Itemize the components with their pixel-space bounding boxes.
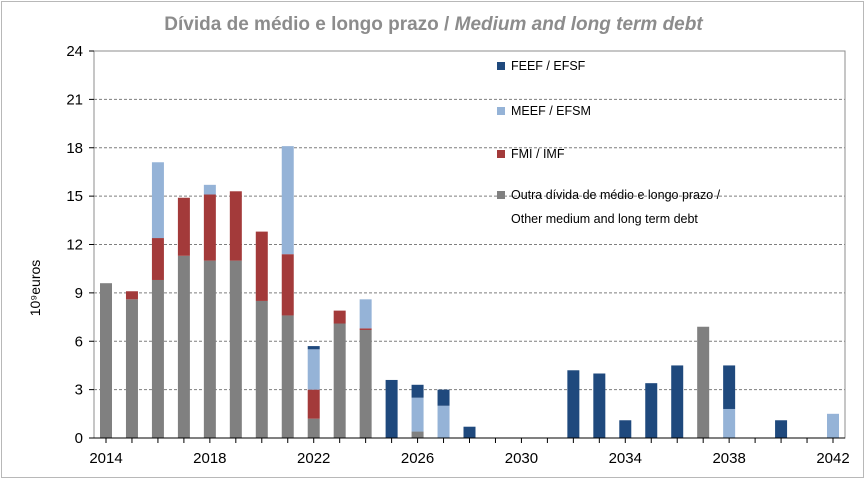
bar-segment xyxy=(151,162,164,239)
bar-segment xyxy=(567,370,580,438)
bar-segment xyxy=(333,323,346,438)
y-tick-label: 3 xyxy=(75,382,83,399)
x-tick-label: 2018 xyxy=(193,450,226,467)
bar-segment xyxy=(125,299,138,438)
legend-swatch xyxy=(497,191,505,199)
bar-segment xyxy=(359,329,372,438)
y-tick-label: 24 xyxy=(66,43,83,60)
bar-segment xyxy=(151,279,164,438)
chart-title-en: Medium and long term debt xyxy=(454,14,703,35)
x-tick-label: 2014 xyxy=(89,450,122,467)
bar-segment xyxy=(645,383,658,438)
x-tick-label: 2038 xyxy=(712,450,745,467)
bar-segment xyxy=(307,346,320,350)
bar-segment xyxy=(307,418,320,438)
chart-title: Dívida de médio e longo prazo / Medium a… xyxy=(0,14,867,36)
bar-segment xyxy=(229,260,242,438)
bar-segment xyxy=(437,389,450,406)
bar-segment xyxy=(307,389,320,419)
bar-segment xyxy=(203,194,216,261)
bar-segment xyxy=(151,238,164,280)
x-tick-label: 2022 xyxy=(297,450,330,467)
chart-title-pt: Dívida de médio e longo prazo / xyxy=(164,14,450,35)
bar-segment xyxy=(203,184,216,195)
bar-segment xyxy=(437,405,450,438)
bar-segment xyxy=(281,254,294,316)
bar-segment xyxy=(100,283,112,438)
y-tick-label: 21 xyxy=(66,91,83,108)
bar-segment xyxy=(723,365,736,409)
bar-segment xyxy=(359,328,372,330)
bar-segment xyxy=(229,191,242,261)
y-axis-title: 10⁹euros xyxy=(27,260,43,317)
bar-segment xyxy=(255,300,268,438)
legend-swatch xyxy=(497,62,505,70)
bar-segment xyxy=(697,326,710,438)
y-tick-label: 12 xyxy=(66,237,83,254)
bar-segment xyxy=(411,397,424,432)
x-tick-label: 2034 xyxy=(609,450,642,467)
legend: FEEF / EFSF MEEF / EFSM FMI / IMF Outra dív… xyxy=(497,59,721,226)
bar-segment xyxy=(385,379,398,438)
axes: 0 3 6 9 12 15 18 21 24 2014 2018 2022 2026 2030 2034 20… xyxy=(66,43,849,467)
x-tick-label: 2026 xyxy=(401,450,434,467)
legend-swatch xyxy=(497,150,505,158)
x-tick-label: 2042 xyxy=(816,450,849,467)
y-tick-label: 18 xyxy=(66,140,83,157)
legend-label: MEEF / EFSM xyxy=(511,104,591,118)
bar-segment xyxy=(593,373,606,438)
bar-segment xyxy=(411,431,424,438)
bar-segment xyxy=(671,365,684,438)
bar-segment xyxy=(619,420,632,438)
bar-segment xyxy=(775,420,788,438)
bar-segment xyxy=(333,310,346,324)
bar-segment xyxy=(827,413,839,438)
bar-segment xyxy=(463,426,476,438)
y-tick-label: 15 xyxy=(66,188,83,205)
bar-segment xyxy=(281,315,294,438)
bar-segment xyxy=(359,299,372,329)
y-tick-label: 9 xyxy=(75,285,83,302)
gridlines xyxy=(94,50,845,391)
bar-segment xyxy=(203,260,216,438)
y-tick-label: 6 xyxy=(75,333,83,350)
legend-swatch xyxy=(497,107,505,115)
legend-label: FMI / IMF xyxy=(511,147,565,161)
legend-label: FEEF / EFSF xyxy=(511,59,586,73)
y-tick-label: 0 xyxy=(75,430,83,447)
bar-segment xyxy=(723,408,736,438)
legend-label: Outra dívida de médio e longo prazo / xyxy=(511,188,721,202)
bar-segment xyxy=(177,255,190,438)
bar-segment xyxy=(255,231,268,301)
bars xyxy=(100,146,839,438)
bar-segment xyxy=(411,384,424,398)
bar-segment xyxy=(125,291,138,300)
x-tick-label: 2030 xyxy=(505,450,538,467)
legend-label: Other medium and long term debt xyxy=(511,212,698,226)
bar-segment xyxy=(281,146,294,255)
bar-segment xyxy=(177,197,190,256)
bar-segment xyxy=(307,349,320,390)
